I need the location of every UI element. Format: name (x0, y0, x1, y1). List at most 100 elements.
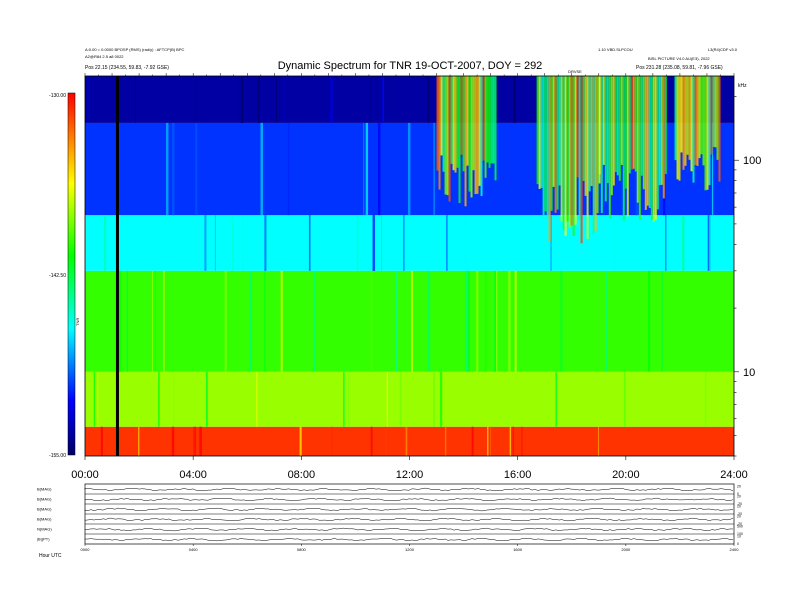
burst-column (654, 76, 657, 220)
burst-column (538, 76, 541, 189)
spectrum-streak (264, 215, 267, 271)
spectrum-band (85, 270, 734, 372)
burst-column (470, 76, 473, 198)
spectrum-streak (514, 270, 517, 372)
panel-right-tick: -20 (737, 522, 742, 526)
spectrum-streak (154, 270, 156, 372)
spectrum-streak (444, 426, 447, 456)
burst-column (552, 76, 555, 187)
panel-right-tick: 0 (737, 542, 739, 546)
spectrum-streak (173, 371, 175, 427)
spectrum-streak (465, 215, 467, 271)
burst-column (620, 76, 623, 165)
spectrum-streak (665, 215, 667, 271)
marker-label: DRVSE (568, 69, 582, 74)
spectrum-streak (239, 76, 242, 123)
spectrum-band (85, 215, 734, 271)
burst-column (472, 76, 475, 171)
spectrum-streak (386, 371, 388, 427)
burst-column (558, 76, 561, 186)
spectrum-streak (410, 270, 414, 372)
burst-column (544, 76, 547, 212)
spectrum-streak (199, 426, 202, 456)
spectrum-streak (330, 76, 333, 123)
burst-column (556, 76, 559, 210)
frequency-tick-label: 100 (743, 155, 761, 167)
panel-right-tick: 0 (737, 492, 739, 496)
spectrum-streak (405, 426, 408, 456)
burst-column (568, 76, 571, 228)
spectrum-streak (363, 122, 365, 216)
burst-column (560, 76, 563, 222)
burst-column (586, 76, 589, 239)
burst-column (606, 76, 609, 184)
burst-column (642, 76, 645, 190)
spectrum-streak (621, 122, 623, 216)
burst-column (640, 76, 643, 176)
spectrum-streak (249, 270, 252, 372)
burst-column (592, 76, 595, 234)
spectrum-streak (647, 270, 651, 372)
burst-column (562, 76, 565, 231)
burst-column (678, 76, 681, 181)
frequency-axis: 10 100 (734, 96, 761, 457)
burst-column (480, 76, 483, 196)
burst-column (718, 76, 721, 182)
burst-column (686, 76, 689, 155)
colorbar (67, 92, 76, 456)
panel-footer-label: Hour UTC (39, 553, 62, 559)
burst-column (660, 76, 663, 185)
burst-column (704, 76, 707, 191)
burst-column (638, 76, 641, 220)
burst-column (446, 76, 449, 196)
panel-right-tick: 10 (737, 535, 741, 539)
spectrum-streak (370, 270, 373, 372)
burst-column (650, 76, 653, 220)
burst-column (698, 76, 701, 159)
spectrum-streak (287, 122, 290, 216)
time-tick-label: 00:00 (71, 469, 99, 481)
spectrum-streak (382, 76, 385, 123)
chart-title: Dynamic Spectrum for TNR 19-OCT-2007, DO… (278, 60, 543, 72)
burst-column (484, 76, 487, 178)
burst-column (676, 76, 679, 180)
spectrum-streak (93, 371, 96, 427)
spectrum-streak (521, 426, 523, 456)
burst-column (442, 76, 445, 172)
burst-column (462, 76, 465, 172)
spectrum-streak (260, 122, 264, 216)
spectrum-streak (256, 371, 258, 427)
spectrum-streak (433, 371, 435, 427)
burst-column (628, 76, 631, 174)
spectrum-streak (308, 215, 311, 271)
panel-right-tick: 20 (737, 495, 741, 499)
spectrum-streak (446, 215, 448, 271)
burst-column (582, 76, 585, 181)
panel-label: N(MAG) (37, 527, 52, 532)
spectrum-streak (377, 122, 381, 216)
spectrum-streak (476, 270, 479, 372)
spectrum-streak (487, 426, 489, 456)
spectrum-streak (484, 270, 487, 372)
spectrum-streak (427, 76, 430, 123)
spectrum-streak (440, 371, 443, 427)
spectrum-streak (465, 270, 468, 372)
spectrum-streak (513, 76, 516, 123)
spectrum-streak (555, 371, 558, 427)
burst-column (570, 76, 573, 226)
panel-trace (84, 487, 734, 492)
burst-column (636, 76, 639, 203)
burst-column (490, 76, 493, 164)
burst-column (658, 76, 661, 186)
spectrum-streak (427, 270, 431, 372)
spectrum-band (85, 426, 734, 456)
time-tick-label: 16:00 (504, 469, 532, 481)
burst-column (612, 76, 615, 186)
spectrum-streak (97, 371, 99, 427)
spectrum-streak (195, 76, 197, 123)
spectrum-streak (511, 426, 513, 456)
panel-trace (84, 507, 734, 512)
panel-right-tick: 500 (737, 525, 743, 529)
spectrum-streak (152, 270, 153, 372)
burst-column (486, 76, 489, 163)
